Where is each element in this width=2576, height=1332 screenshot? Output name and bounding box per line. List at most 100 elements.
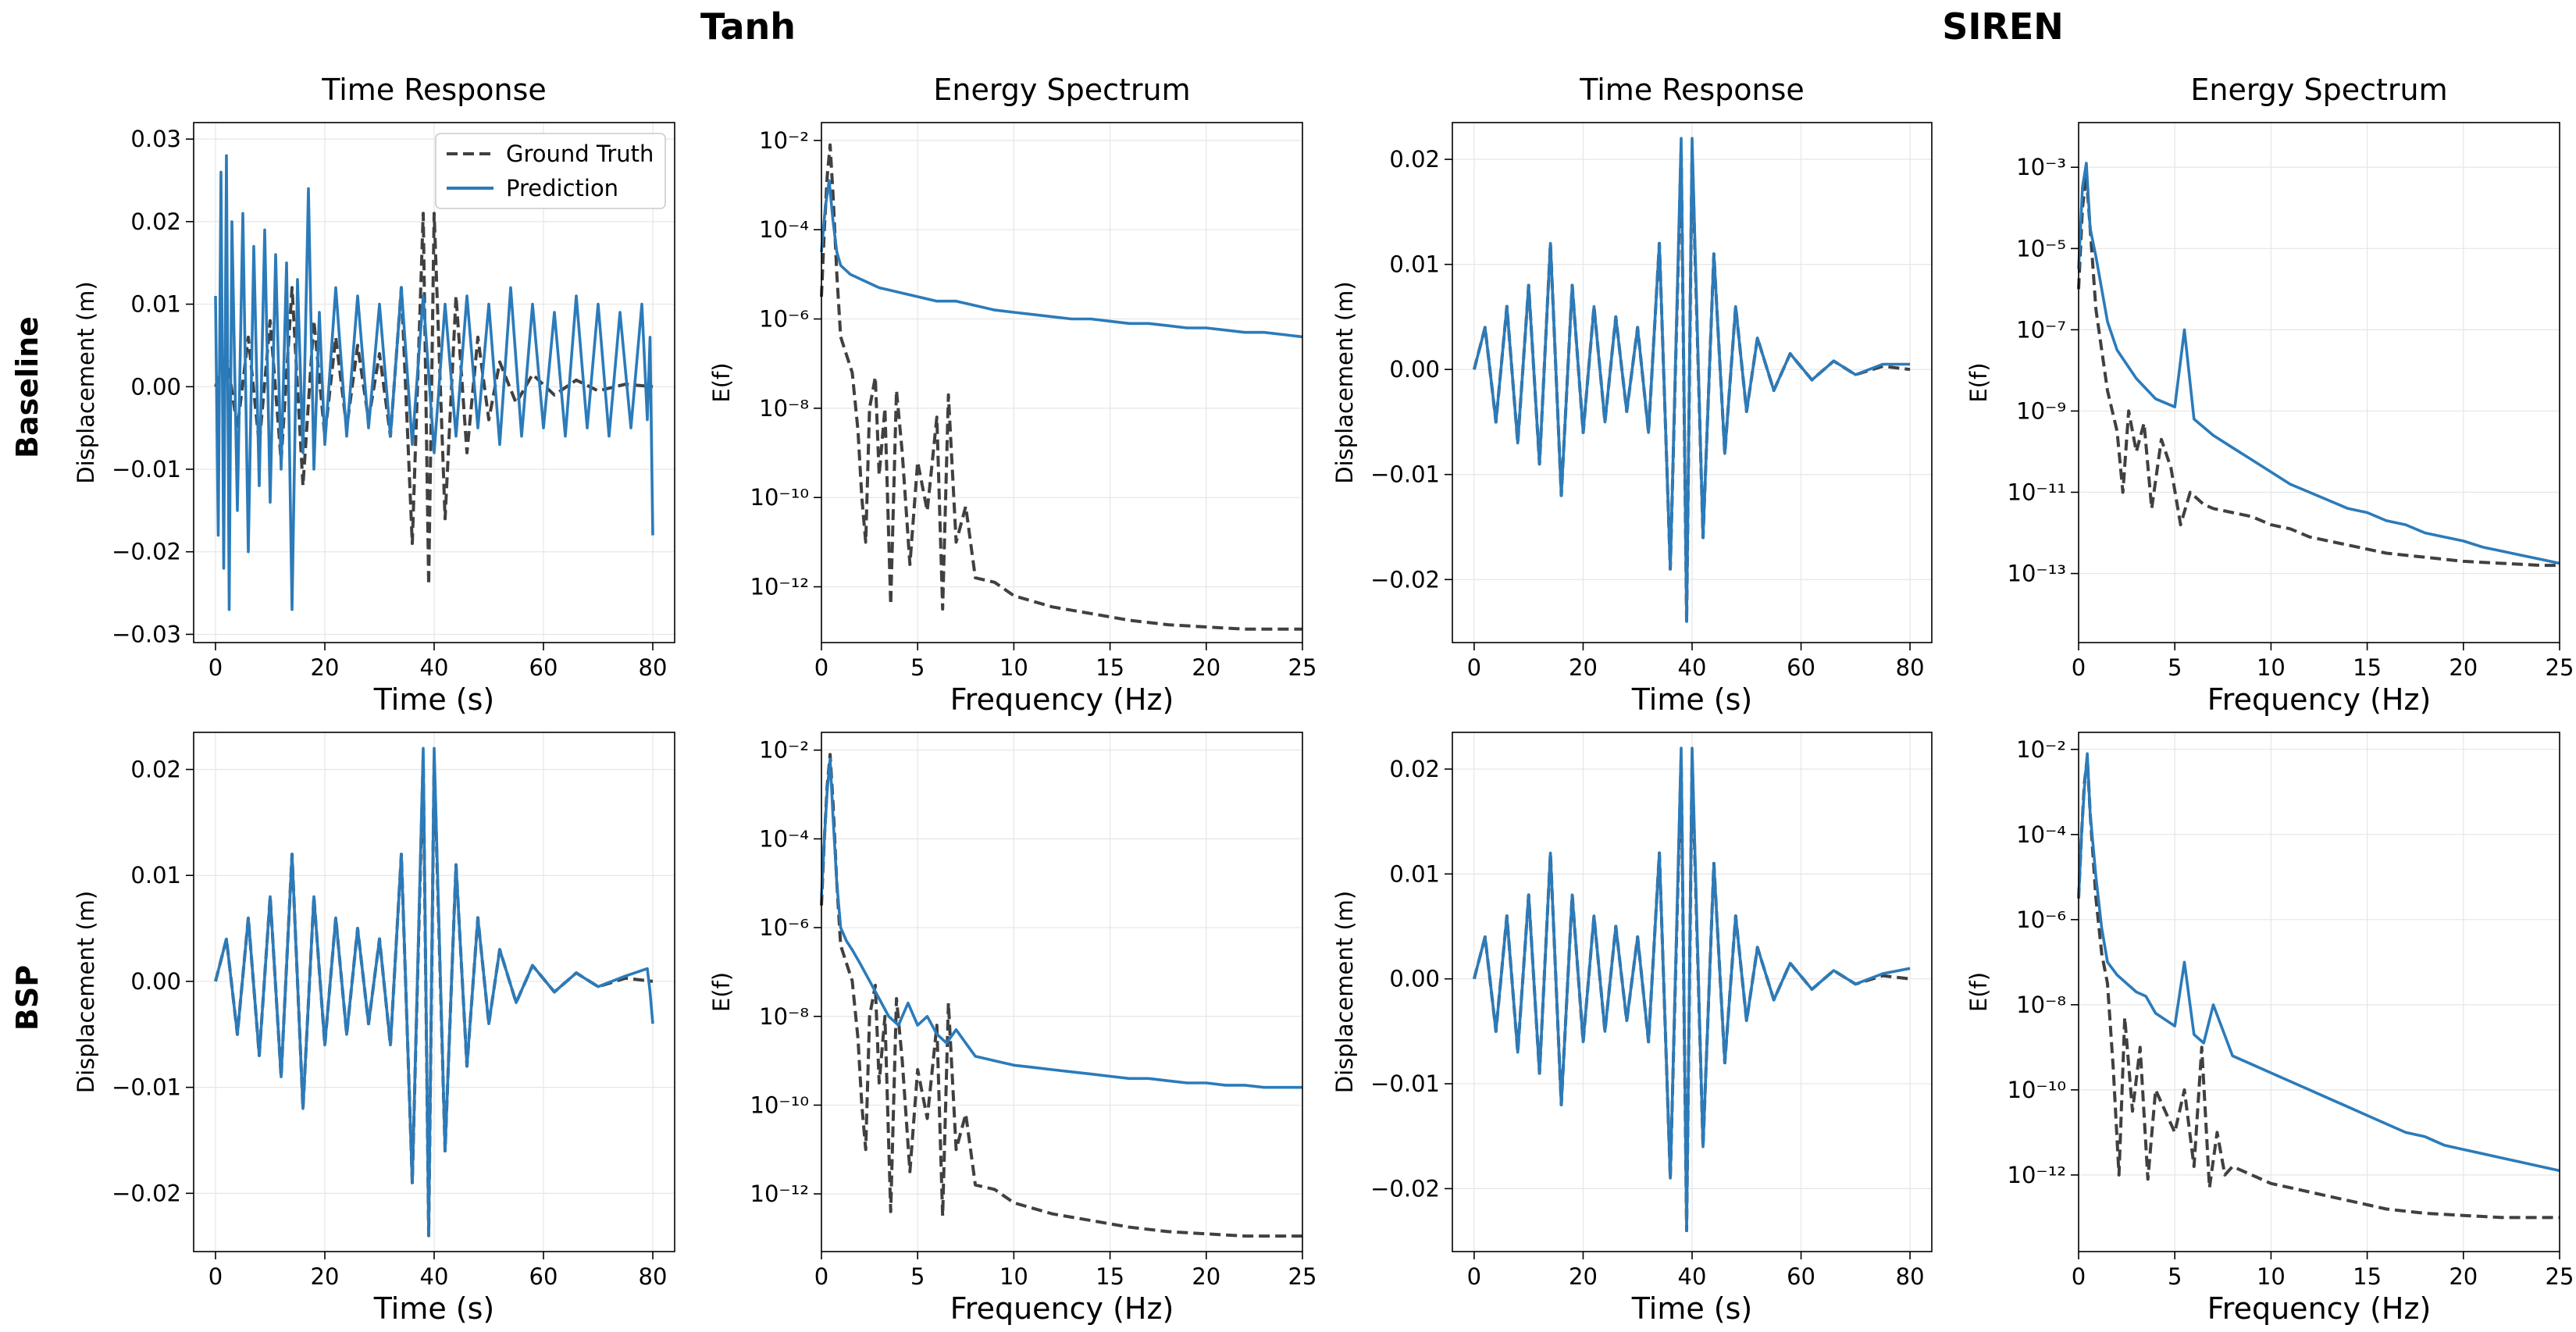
x-tick-label: 20 — [311, 1263, 340, 1290]
group-title-tanh: Tanh — [700, 5, 796, 48]
x-tick-label: 60 — [529, 1263, 558, 1290]
x-tick-label: 5 — [2168, 654, 2182, 681]
x-tick-label: 15 — [1096, 654, 1124, 681]
prediction-line — [214, 746, 654, 1238]
x-tick-label: 20 — [1569, 654, 1598, 681]
x-tick-label: 80 — [639, 1263, 668, 1290]
panel-tanh-baseline-energy-spectrum: 0 5 10 15 20 25 10⁻¹² 10⁻¹⁰ 10⁻⁸ 10⁻⁶ 10⁻⁴ 10⁻² Ener… — [708, 73, 1317, 717]
x-tick-label: 60 — [529, 654, 558, 681]
y-tick-label: −0.02 — [1370, 1175, 1440, 1202]
x-tick-label: 10 — [2257, 654, 2286, 681]
y-tick-label: 10⁻⁶ — [2016, 906, 2066, 933]
y-tick-label: −0.02 — [112, 539, 181, 565]
ground-truth-line — [2077, 173, 2560, 568]
x-tick-label: 80 — [1896, 1263, 1925, 1290]
y-tick-label: 10⁻² — [2016, 736, 2066, 763]
axes-frame — [2078, 732, 2560, 1252]
y-axis-label: E(f) — [1965, 362, 1992, 402]
x-tick-label: 20 — [1569, 1263, 1598, 1290]
x-axis-label: Time (s) — [373, 682, 495, 717]
x-axis-label: Frequency (Hz) — [2207, 1291, 2432, 1326]
x-tick-label: 40 — [420, 1263, 449, 1290]
x-tick-label: 60 — [1787, 1263, 1815, 1290]
y-tick-label: 10⁻¹⁰ — [750, 1092, 809, 1118]
y-tick-label: 0.03 — [130, 126, 181, 152]
y-tick-label: 10⁻⁴ — [759, 825, 809, 852]
y-tick-label: 0.01 — [1389, 860, 1440, 887]
y-tick-label: 0.02 — [1389, 756, 1440, 782]
x-tick-label: 25 — [2546, 1263, 2574, 1290]
prediction-line — [1473, 746, 1911, 1232]
x-axis-label: Frequency (Hz) — [2207, 682, 2432, 717]
x-tick-label: 0 — [2072, 1263, 2086, 1290]
legend: Ground Truth Prediction — [435, 133, 666, 209]
y-tick-label: 0.01 — [130, 291, 181, 318]
y-tick-label: 0.00 — [130, 373, 181, 400]
prediction-line — [214, 154, 654, 611]
x-tick-label: 5 — [910, 1263, 925, 1290]
x-tick-label: 0 — [1467, 1263, 1481, 1290]
y-tick-label: 10⁻¹² — [750, 1181, 809, 1207]
y-tick-label: 10⁻¹³ — [2008, 561, 2066, 587]
panel-title: Energy Spectrum — [933, 73, 1190, 107]
x-axis-label: Frequency (Hz) — [950, 1291, 1174, 1326]
x-tick-label: 20 — [311, 654, 340, 681]
ground-truth-line — [820, 143, 1302, 631]
x-tick-label: 0 — [814, 654, 828, 681]
y-tick-label: 10⁻⁷ — [2016, 316, 2066, 343]
x-tick-label: 15 — [1096, 1263, 1124, 1290]
x-tick-label: 20 — [1192, 1263, 1220, 1290]
y-tick-label: 10⁻⁸ — [759, 395, 809, 422]
panel-title: Time Response — [321, 73, 547, 107]
x-tick-label: 15 — [2353, 1263, 2382, 1290]
x-tick-label: 5 — [2168, 1263, 2182, 1290]
panel-tanh-bsp-energy-spectrum: 0 5 10 15 20 25 10⁻¹² 10⁻¹⁰ 10⁻⁸ 10⁻⁶ 10⁻⁴ 10⁻² Freq… — [708, 732, 1317, 1326]
y-axis-label: E(f) — [1965, 972, 1992, 1012]
y-tick-label: 10⁻⁶ — [759, 914, 809, 941]
y-tick-label: 10⁻² — [759, 127, 809, 154]
y-tick-label: 10⁻⁸ — [759, 1003, 809, 1030]
y-tick-label: 10⁻¹¹ — [2008, 479, 2066, 505]
panel-tanh-baseline-time-response: 0 20 40 60 80 −0.03 −0.02 −0.01 0.00 0.01 0.02 0.03… — [73, 73, 675, 717]
x-axis-label: Time (s) — [373, 1291, 495, 1326]
axes-frame — [821, 732, 1303, 1252]
x-tick-label: 40 — [1678, 1263, 1707, 1290]
panel-siren-bsp-time-response: 0 20 40 60 80 −0.02 −0.01 0.00 0.01 0.02 Time (s) D… — [1331, 732, 1933, 1326]
axes-frame — [821, 122, 1303, 643]
y-tick-label: −0.02 — [112, 1180, 181, 1206]
axes-frame — [2078, 122, 2560, 643]
y-tick-label: 10⁻² — [759, 737, 809, 764]
y-axis-label: Displacement (m) — [1331, 281, 1358, 483]
x-tick-label: 10 — [999, 654, 1028, 681]
y-axis-label: E(f) — [708, 972, 735, 1012]
y-tick-label: −0.01 — [1370, 461, 1440, 488]
y-tick-label: 10⁻⁴ — [2016, 821, 2066, 848]
panel-tanh-bsp-time-response: 0 20 40 60 80 −0.02 −0.01 0.00 0.01 0.02 Time (s) D… — [73, 732, 675, 1326]
x-axis-label: Time (s) — [1631, 1291, 1753, 1326]
x-tick-label: 40 — [1678, 654, 1707, 681]
x-tick-label: 25 — [1288, 1263, 1317, 1290]
row-title-baseline: Baseline — [10, 316, 45, 458]
y-tick-label: 0.02 — [130, 208, 181, 235]
panel-siren-baseline-time-response: 0 20 40 60 80 −0.02 −0.01 0.00 0.01 0.02 Time Resp… — [1331, 73, 1933, 717]
y-tick-label: 0.00 — [1389, 966, 1440, 992]
x-tick-label: 5 — [910, 654, 925, 681]
y-tick-label: 0.02 — [130, 757, 181, 783]
y-tick-label: 0.01 — [1389, 251, 1440, 278]
x-tick-label: 0 — [1467, 654, 1481, 681]
y-tick-label: −0.02 — [1370, 566, 1440, 593]
panel-title: Time Response — [1579, 73, 1805, 107]
y-tick-label: 10⁻⁴ — [759, 216, 809, 243]
x-tick-label: 0 — [2072, 654, 2086, 681]
group-title-siren: SIREN — [1942, 5, 2064, 48]
x-tick-label: 0 — [814, 1263, 828, 1290]
x-axis-label: Time (s) — [1631, 682, 1753, 717]
x-tick-label: 10 — [2257, 1263, 2286, 1290]
y-axis-label: Displacement (m) — [1331, 891, 1358, 1093]
x-tick-label: 0 — [208, 654, 223, 681]
row-title-bsp: BSP — [10, 965, 45, 1031]
y-tick-label: 10⁻⁵ — [2016, 235, 2066, 262]
ground-truth-line — [820, 753, 1302, 1238]
y-tick-label: 10⁻³ — [2016, 154, 2066, 180]
